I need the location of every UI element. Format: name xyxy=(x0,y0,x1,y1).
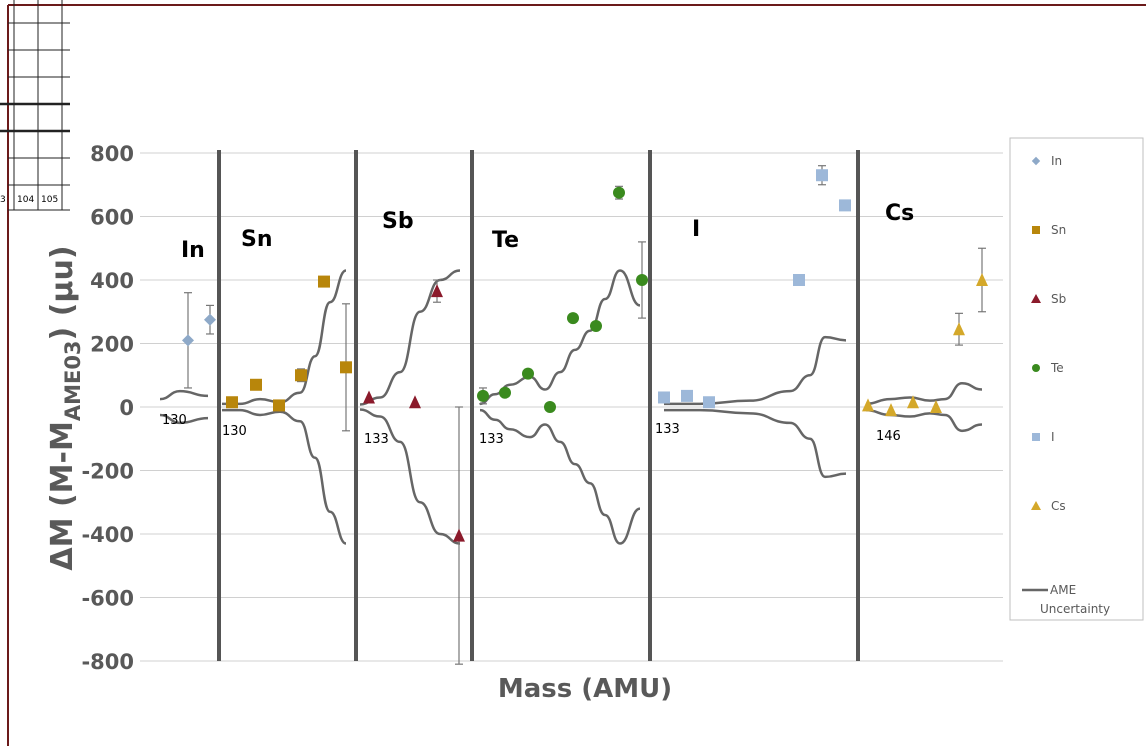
panel-labels: In 130 Sn 130 Sb 133 Te 133 I 133 Cs 146 xyxy=(162,201,914,447)
y-tick-label: 0 xyxy=(119,396,134,420)
data-point-cs xyxy=(976,273,988,286)
data-point-sb xyxy=(363,390,375,404)
data-point-cs xyxy=(907,395,919,409)
data-point-te xyxy=(636,274,648,286)
table-fragment: 3 104 105 xyxy=(0,0,70,211)
legend-swatch-sn xyxy=(1032,226,1040,234)
data-point-sn xyxy=(318,275,330,288)
data-point-sn xyxy=(250,378,262,391)
panel-label-te: Te xyxy=(492,228,519,253)
y-tick-labels: -800 -600 -400 -200 0 200 400 600 800 xyxy=(81,142,134,674)
y-tick-label: -400 xyxy=(81,523,134,547)
data-point-i xyxy=(816,169,828,182)
uncertainty-curve-upper xyxy=(663,335,847,406)
fragment-label-0: 3 xyxy=(0,195,6,205)
data-point-in xyxy=(204,313,216,326)
legend-swatch-cs xyxy=(1031,501,1041,510)
panel-start-mass-label: 130 xyxy=(162,413,187,428)
data-point-te xyxy=(522,367,534,380)
legend-label-sn: Sn xyxy=(1051,223,1066,237)
data-point-cs xyxy=(930,400,942,413)
y-tick-label: -200 xyxy=(81,460,134,484)
uncertainty-curve-upper xyxy=(221,269,347,406)
y-tick-label: 600 xyxy=(90,206,134,230)
data-point-cs xyxy=(885,403,897,417)
panel-start-mass-label: 130 xyxy=(222,424,247,439)
error-bars xyxy=(184,165,986,665)
fragment-label-1: 104 xyxy=(17,195,34,205)
y-axis-label: ΔM (M-MAME03) (μu) xyxy=(45,245,85,570)
data-point-sn xyxy=(273,399,285,412)
y-tick-label: -800 xyxy=(81,650,134,674)
panel-dividers xyxy=(217,150,860,661)
ame-uncertainty-curves xyxy=(159,269,983,545)
data-point-sb xyxy=(431,284,443,298)
data-point-te xyxy=(544,401,556,413)
panel-start-mass-label: 133 xyxy=(479,432,504,447)
legend-swatch-te xyxy=(1032,364,1040,372)
legend-label-sb: Sb xyxy=(1051,292,1066,306)
uncertainty-curve-lower xyxy=(222,408,347,545)
uncertainty-curve-lower xyxy=(664,408,847,479)
panel-label-i: I xyxy=(692,217,700,242)
data-point-i xyxy=(658,391,670,404)
legend-label-in: In xyxy=(1051,154,1062,168)
data-point-i xyxy=(681,389,693,402)
y-axis-label-tail: ) (μu) xyxy=(45,245,80,340)
y-tick-label: 800 xyxy=(90,142,134,166)
uncertainty-curve-lower xyxy=(159,413,209,425)
data-point-i xyxy=(839,199,851,212)
data-points xyxy=(182,169,988,542)
x-axis-label: Mass (AMU) xyxy=(498,674,672,704)
panel-label-sb: Sb xyxy=(382,209,414,234)
data-point-i xyxy=(703,396,715,409)
uncertainty-curve-upper xyxy=(359,269,461,406)
panel-start-mass-label: 133 xyxy=(655,422,680,437)
data-point-in xyxy=(182,334,194,347)
data-point-te xyxy=(499,386,511,399)
uncertainty-curve-upper xyxy=(159,389,209,401)
data-point-sb xyxy=(453,528,465,542)
legend-label-cs: Cs xyxy=(1051,499,1066,513)
data-point-sb xyxy=(409,395,421,409)
uncertainty-curve-lower xyxy=(359,408,461,545)
data-point-cs xyxy=(862,398,874,412)
data-point-cs xyxy=(953,322,965,336)
y-tick-label: 200 xyxy=(90,333,134,357)
data-point-te xyxy=(477,389,489,402)
y-axis-label-main: ΔM (M-M xyxy=(45,421,80,570)
uncertainty-curve-upper xyxy=(479,269,641,406)
legend: In Sn Sb Te I Cs AME Uncertainty xyxy=(1022,154,1110,616)
panel-label-cs: Cs xyxy=(885,201,914,226)
uncertainty-curve-lower xyxy=(479,408,641,545)
data-point-i xyxy=(793,274,805,286)
legend-label-i: I xyxy=(1051,430,1055,444)
data-point-sn xyxy=(226,396,238,409)
legend-box xyxy=(1009,137,1144,621)
data-point-sn xyxy=(340,361,352,374)
uncertainty-curve-lower xyxy=(865,408,983,433)
data-point-sn xyxy=(295,369,307,382)
data-point-te xyxy=(590,320,602,333)
legend-label-uncertainty: Uncertainty xyxy=(1040,602,1110,616)
legend-swatch-i xyxy=(1032,433,1040,441)
y-axis-label-subscript: AME03 xyxy=(61,340,85,421)
y-tick-label: 400 xyxy=(90,269,134,293)
panel-label-sn: Sn xyxy=(241,227,273,252)
legend-swatch-sb xyxy=(1031,294,1041,303)
fragment-label-2: 105 xyxy=(41,195,58,205)
legend-label-ame: AME xyxy=(1050,583,1076,597)
data-point-te xyxy=(613,186,625,199)
legend-label-te: Te xyxy=(1050,361,1064,375)
y-tick-label: -600 xyxy=(81,587,134,611)
panel-start-mass-label: 146 xyxy=(876,429,901,444)
uncertainty-curve-upper xyxy=(865,381,983,406)
panel-start-mass-label: 133 xyxy=(364,432,389,447)
panel-label-in: In xyxy=(181,238,205,263)
data-point-te xyxy=(567,312,579,325)
